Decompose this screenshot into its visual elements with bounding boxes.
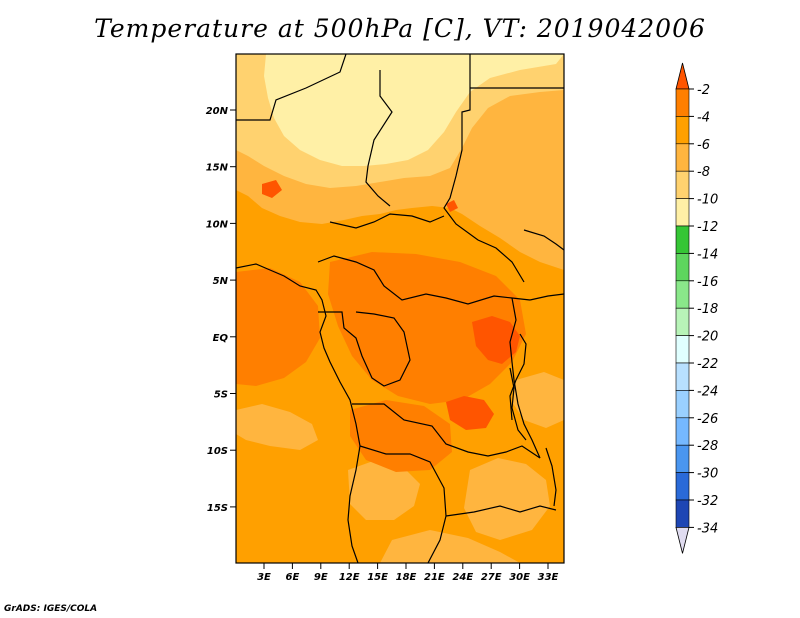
lon-axis: 3E 6E 9E 12E 15E 18E 21E 24E 27E 30E 33E bbox=[257, 563, 559, 583]
lon-tick-label: 9E bbox=[314, 572, 328, 583]
lat-tick-label: 20N bbox=[206, 106, 229, 117]
lon-tick-label: 12E bbox=[339, 572, 360, 583]
colorbar-segment bbox=[675, 170, 690, 199]
field-hot-south bbox=[446, 396, 494, 430]
lon-tick-label: 18E bbox=[396, 572, 417, 583]
field-warm-west bbox=[236, 268, 320, 386]
chart-title: Temperature at 500hPa [C], VT: 201904200… bbox=[94, 14, 706, 43]
colorbar-bottom-arrow bbox=[675, 527, 690, 554]
field-hot-n bbox=[446, 200, 458, 212]
colorbar-label: -12 bbox=[697, 220, 718, 235]
border-drc-east bbox=[509, 297, 541, 459]
colorbar-segment bbox=[675, 499, 690, 528]
lat-tick-label: 15S bbox=[207, 503, 228, 514]
border-chad-south bbox=[329, 213, 445, 229]
colorbar-segment bbox=[675, 225, 690, 254]
border-zambia bbox=[445, 505, 557, 517]
lon-tick-label: 27E bbox=[481, 572, 502, 583]
field-warm-south bbox=[350, 400, 452, 472]
colorbar-label: -32 bbox=[697, 494, 718, 509]
colorbar-label: -34 bbox=[697, 521, 718, 536]
colorbar-label: -10 bbox=[697, 193, 718, 208]
field-patch-a bbox=[236, 404, 318, 450]
border-car bbox=[317, 255, 531, 305]
lat-tick-label: 10N bbox=[206, 219, 229, 230]
lat-tick-label: 5N bbox=[213, 276, 229, 287]
colorbar-label: -6 bbox=[697, 138, 710, 153]
temperature-field bbox=[236, 54, 564, 563]
colorbar-segment bbox=[675, 88, 690, 117]
colorbar-segment bbox=[675, 116, 690, 145]
colorbar: -2 -4 -6 -8 -10 -12 -14 -16 -18 -20 -22 -24 -26 -28 -3… bbox=[675, 62, 718, 554]
colorbar-segment bbox=[675, 307, 690, 336]
colorbar-segment bbox=[675, 280, 690, 309]
colorbar-label: -18 bbox=[697, 302, 718, 317]
field-patch-d bbox=[380, 530, 520, 563]
colorbar-segment bbox=[675, 472, 690, 501]
colorbar-label: -16 bbox=[697, 275, 718, 290]
grads-credit: GrADS: IGES/COLA bbox=[4, 604, 98, 614]
lon-tick-label: 15E bbox=[367, 572, 388, 583]
map-frame bbox=[235, 53, 565, 564]
colorbar-label: -2 bbox=[697, 83, 710, 98]
colorbar-label: -8 bbox=[697, 165, 710, 180]
border-congo bbox=[318, 311, 411, 387]
lon-tick-label: 6E bbox=[286, 572, 300, 583]
field-patch-e bbox=[512, 372, 564, 428]
lon-tick-label: 21E bbox=[424, 572, 445, 583]
colorbar-segment bbox=[675, 362, 690, 391]
lat-tick-label: EQ bbox=[213, 333, 229, 344]
colorbar-label: -30 bbox=[697, 467, 718, 482]
field-hot-lakes bbox=[472, 316, 520, 364]
border-ethiopia bbox=[523, 229, 564, 251]
border-lakes bbox=[509, 333, 527, 421]
lake-malawi bbox=[545, 447, 557, 507]
border-drc-south bbox=[352, 403, 541, 459]
field-hot-nw bbox=[262, 180, 282, 198]
field-patch-b bbox=[348, 460, 420, 520]
lon-tick-label: 33E bbox=[538, 572, 559, 583]
colorbar-top-arrow bbox=[675, 62, 690, 90]
lat-tick-label: 15N bbox=[206, 163, 229, 174]
lat-axis: 20N 15N 10N 5N EQ 5S 10S 15S bbox=[206, 106, 236, 514]
lat-tick-label: 5S bbox=[214, 390, 228, 401]
colorbar-segment bbox=[675, 444, 690, 473]
colorbar-segment bbox=[675, 253, 690, 282]
colorbar-label: -20 bbox=[697, 330, 718, 345]
colorbar-label: -4 bbox=[697, 110, 710, 125]
lat-tick-label: 10S bbox=[207, 446, 228, 457]
colorbar-segment bbox=[675, 143, 690, 172]
colorbar-label: -26 bbox=[697, 412, 718, 427]
field-patch-c bbox=[464, 458, 550, 540]
colorbar-label: -14 bbox=[697, 247, 718, 262]
lon-tick-label: 3E bbox=[257, 572, 271, 583]
lon-tick-label: 30E bbox=[509, 572, 530, 583]
colorbar-label: -22 bbox=[697, 357, 718, 372]
border-sahara-central bbox=[365, 70, 393, 207]
field-warm-central bbox=[328, 252, 526, 404]
coastline bbox=[236, 263, 361, 563]
colorbar-label: -24 bbox=[697, 384, 718, 399]
lon-tick-label: 24E bbox=[452, 572, 473, 583]
border-sahara-west bbox=[236, 54, 347, 121]
country-borders bbox=[236, 54, 564, 563]
colorbar-segment bbox=[675, 417, 690, 446]
border-angola bbox=[359, 445, 447, 563]
colorbar-segment bbox=[675, 198, 690, 227]
border-victoria bbox=[529, 293, 564, 301]
lake-tanganyika bbox=[509, 367, 527, 441]
border-sahara-east bbox=[443, 54, 525, 283]
colorbar-label: -28 bbox=[697, 439, 718, 454]
colorbar-segment bbox=[675, 335, 690, 364]
colorbar-segment bbox=[675, 390, 690, 419]
field-band-minus12 bbox=[264, 54, 564, 166]
